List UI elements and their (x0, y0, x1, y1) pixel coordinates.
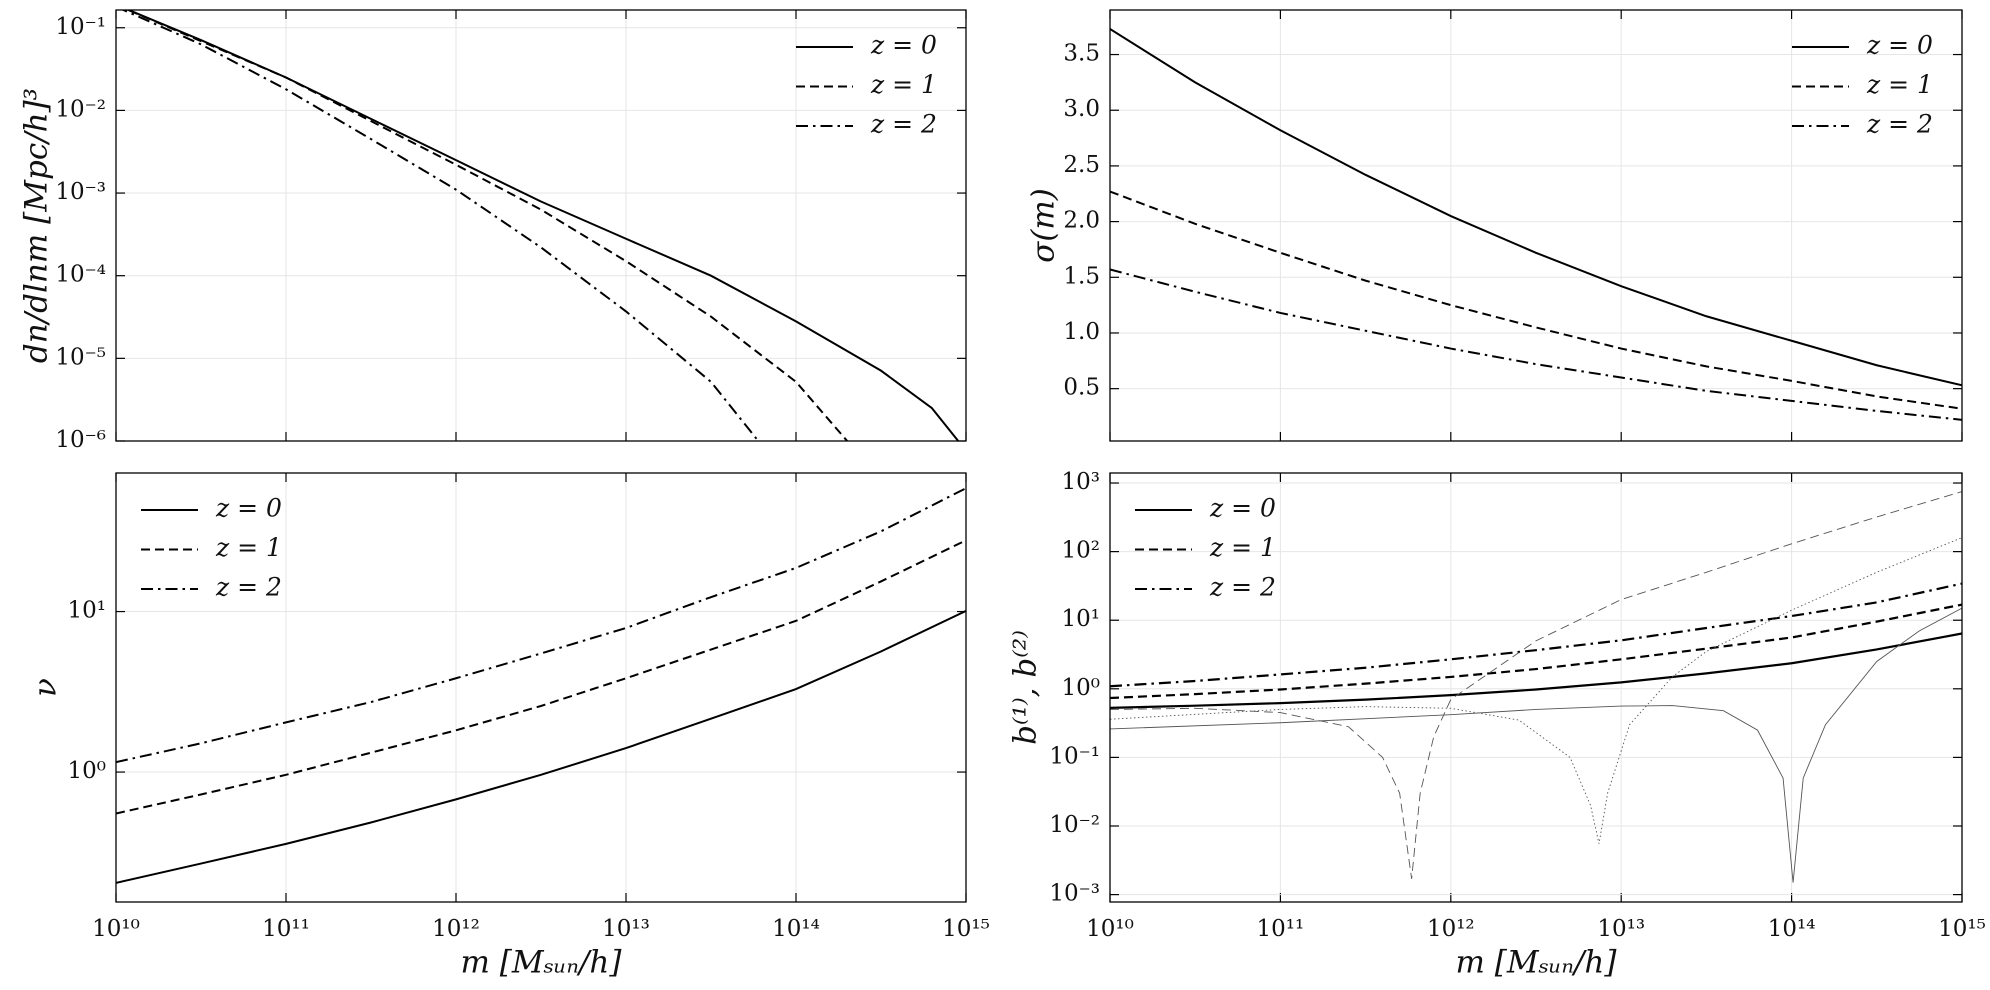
legend-label: z = 0 (1209, 494, 1276, 523)
series-line (121, 10, 760, 441)
plot-area (121, 10, 960, 441)
y-tick-label: 10⁻¹ (55, 14, 106, 40)
y-tick-label: 10¹ (68, 598, 107, 624)
y-tick-label: 10⁻² (1049, 812, 1100, 838)
x-tick-label: 10¹³ (1597, 916, 1645, 942)
x-tick-label: 10¹⁰ (92, 916, 140, 942)
legend-label: z = 2 (1866, 110, 1933, 139)
series-line (1110, 268, 1962, 421)
subplot: 10⁻⁶ 10⁻⁵ 10⁻⁴ 10⁻³ 10⁻² 10⁻¹ z = 0 z = 1 z = 2 d… (19, 9, 967, 453)
y-tick-label: 10² (1062, 538, 1101, 564)
y-tick-label: 0.5 (1063, 375, 1100, 401)
axes-frame (1109, 9, 1963, 442)
y-axis-label: b⁽¹⁾, b⁽²⁾ (1008, 630, 1044, 745)
x-tick-label: 10¹¹ (1257, 916, 1305, 942)
x-tick-label: 10¹⁵ (942, 916, 990, 942)
y-tick-label: 1.5 (1063, 263, 1100, 289)
y-tick-label: 2.5 (1063, 152, 1100, 178)
series-line (1110, 632, 1962, 709)
axes-frame (115, 9, 967, 442)
series-line (1110, 582, 1962, 688)
legend-label: z = 0 (215, 494, 282, 523)
legend-label: z = 1 (215, 533, 282, 562)
series-line (1110, 607, 1962, 883)
y-axis-label: σ(m) (1026, 188, 1062, 263)
series-line (116, 609, 966, 884)
x-tick-label: 10¹¹ (262, 916, 310, 942)
legend-label: z = 2 (1209, 573, 1276, 602)
y-tick-label: 10⁰ (68, 758, 107, 784)
y-tick-label: 3.5 (1063, 41, 1100, 67)
y-tick-label: 10⁻⁶ (55, 427, 106, 453)
y-tick-label: 10⁻³ (1049, 881, 1100, 907)
axes-frame (1109, 472, 1963, 903)
y-tick-label: 3.0 (1063, 96, 1100, 122)
legend-label: z = 2 (870, 110, 937, 139)
legend-label: z = 2 (215, 573, 282, 602)
series-line (1110, 537, 1962, 844)
series-line (1110, 603, 1962, 700)
x-axis-label: m [Mₛᵤₙ/h] (1456, 945, 1618, 981)
x-tick-label: 10¹⁰ (1086, 916, 1134, 942)
y-tick-label: 10⁻⁴ (55, 262, 106, 288)
series-line (1110, 491, 1962, 879)
y-tick-label: 10³ (1062, 469, 1101, 495)
series-line (116, 539, 966, 815)
y-tick-label: 10⁻¹ (1049, 743, 1100, 769)
y-tick-label: 10⁻² (55, 96, 106, 122)
legend-label: z = 1 (870, 70, 937, 99)
legend-label: z = 1 (1209, 533, 1276, 562)
axes-frame (115, 472, 967, 903)
x-tick-label: 10¹⁴ (772, 916, 820, 942)
y-axis-label: dn/dlnm [Mpc/h]³ (19, 88, 55, 363)
x-tick-label: 10¹² (432, 916, 480, 942)
series-line (125, 10, 848, 441)
plot-area (1110, 28, 1962, 421)
y-tick-label: 2.0 (1063, 208, 1100, 234)
subplot: 0.5 1.0 1.5 2.0 2.5 3.0 3.5 z = 0 z = 1 z = 2 σ(m) (1026, 9, 1963, 442)
plot-area (116, 487, 966, 884)
x-axis-label: m [Mₛᵤₙ/h] (461, 945, 623, 981)
y-tick-label: 10⁻³ (55, 179, 106, 205)
series-line (1110, 190, 1962, 410)
subplot: 10¹⁰ 10¹¹ 10¹² 10¹³ 10¹⁴ 10¹⁵ 10⁻³ 10⁻² 10⁻¹ 10⁰ 1… (1008, 469, 1986, 980)
y-tick-label: 10⁰ (1062, 675, 1101, 701)
x-tick-label: 10¹⁵ (1938, 916, 1986, 942)
x-tick-label: 10¹⁴ (1768, 916, 1816, 942)
legend-label: z = 0 (1866, 31, 1933, 60)
y-tick-label: 1.0 (1063, 319, 1100, 345)
plot-area (1110, 491, 1962, 883)
x-tick-label: 10¹³ (602, 916, 650, 942)
y-tick-label: 10¹ (1062, 606, 1101, 632)
subplot: 10¹⁰ 10¹¹ 10¹² 10¹³ 10¹⁴ 10¹⁵ 10⁰ 10¹ z = 0 z = 1… (28, 472, 990, 981)
legend-label: z = 0 (870, 31, 937, 60)
series-line (126, 10, 960, 441)
series-line (1110, 28, 1962, 387)
y-axis-label: ν (28, 678, 64, 697)
legend-label: z = 1 (1866, 70, 1933, 99)
x-tick-label: 10¹² (1427, 916, 1475, 942)
y-tick-label: 10⁻⁵ (55, 344, 106, 370)
series-line (116, 487, 966, 764)
